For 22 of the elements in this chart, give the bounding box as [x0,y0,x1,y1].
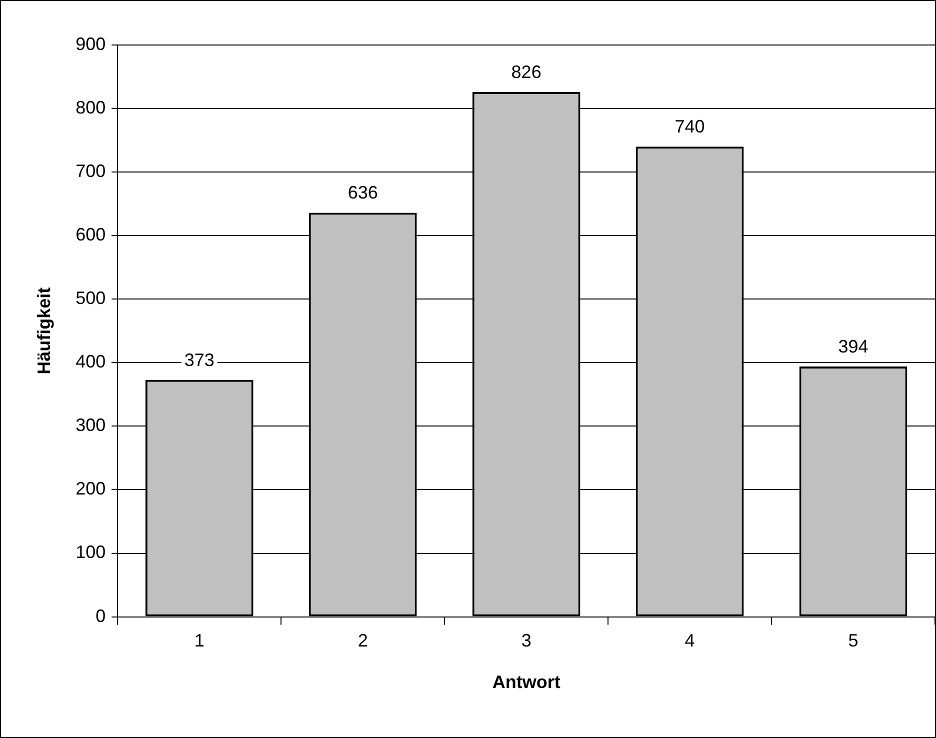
x-tick-label: 5 [848,630,858,651]
y-tick-label: 200 [76,478,106,499]
data-label: 636 [348,182,378,203]
y-tick-label: 0 [96,606,106,626]
y-tick-label: 400 [76,352,106,372]
y-tick-label: 500 [76,288,106,308]
x-tick-label: 2 [358,630,368,651]
y-tick-label: 300 [76,415,106,436]
x-tick-label: 1 [194,630,204,651]
y-axis-title: Häufigkeit [34,287,54,374]
x-tick-label: 4 [684,630,695,651]
y-tick-label: 700 [76,161,106,182]
x-tick-label: 3 [521,630,532,651]
y-tick-label: 900 [76,34,106,54]
y-tick-label: 600 [76,224,106,245]
y-tick-label: 800 [76,98,106,118]
data-label: 394 [838,336,868,356]
x-axis-title: Antwort [492,672,560,692]
data-label: 826 [511,62,542,82]
data-label: 373 [184,350,214,370]
y-tick-label: 100 [76,542,106,562]
data-label: 740 [674,116,705,137]
